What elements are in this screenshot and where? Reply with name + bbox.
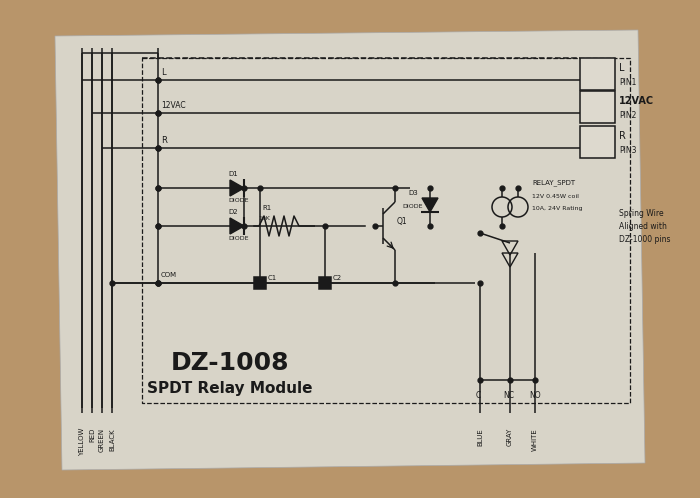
Text: 10A, 24V Rating: 10A, 24V Rating [532,206,582,211]
Text: PIN3: PIN3 [619,145,636,154]
Polygon shape [230,180,244,196]
Text: DIODE: DIODE [228,236,248,241]
Text: R: R [619,131,626,141]
Text: DZ-1008: DZ-1008 [171,351,289,375]
Text: BLACK: BLACK [109,428,115,451]
Text: GREEN: GREEN [99,428,105,452]
Text: BLUE: BLUE [477,428,483,446]
Text: 12VAC: 12VAC [619,96,654,106]
Text: NO: NO [529,390,540,399]
Text: SPDT Relay Module: SPDT Relay Module [147,380,313,395]
Text: L: L [161,68,166,77]
Text: R: R [161,135,167,144]
Text: R1: R1 [262,205,272,211]
Text: C1: C1 [268,275,277,281]
Text: RED: RED [89,428,95,442]
Bar [254,277,266,289]
Polygon shape [422,198,438,212]
Text: YELLOW: YELLOW [79,428,85,456]
Text: 12VAC: 12VAC [161,101,186,110]
Text: D1: D1 [228,171,238,177]
Text: PIN2: PIN2 [619,111,636,120]
Text: C: C [476,390,482,399]
Bar [580,91,615,123]
Text: Spring Wire: Spring Wire [619,209,664,218]
Bar [580,126,615,158]
Text: Q1: Q1 [397,217,407,226]
Text: RELAY_SPDT: RELAY_SPDT [532,180,575,186]
Bar [580,58,615,90]
Text: C2: C2 [333,275,342,281]
Text: 10K: 10K [258,216,270,221]
Text: GRAY: GRAY [507,428,513,446]
Text: DIODE: DIODE [402,204,423,209]
Text: PIN1: PIN1 [619,78,636,87]
Bar [319,277,331,289]
Polygon shape [230,218,244,234]
Text: D2: D2 [228,209,237,215]
Text: NC: NC [503,390,514,399]
Text: Aligned with: Aligned with [619,222,667,231]
Text: COM: COM [161,272,177,278]
Text: DIODE: DIODE [228,198,248,203]
Text: L: L [619,63,624,73]
Text: WHITE: WHITE [532,428,538,451]
Polygon shape [55,30,645,470]
Text: D3: D3 [408,190,418,196]
Text: 12V 0.45W coil: 12V 0.45W coil [532,194,579,199]
Text: DZ-1000 pins: DZ-1000 pins [619,235,671,244]
